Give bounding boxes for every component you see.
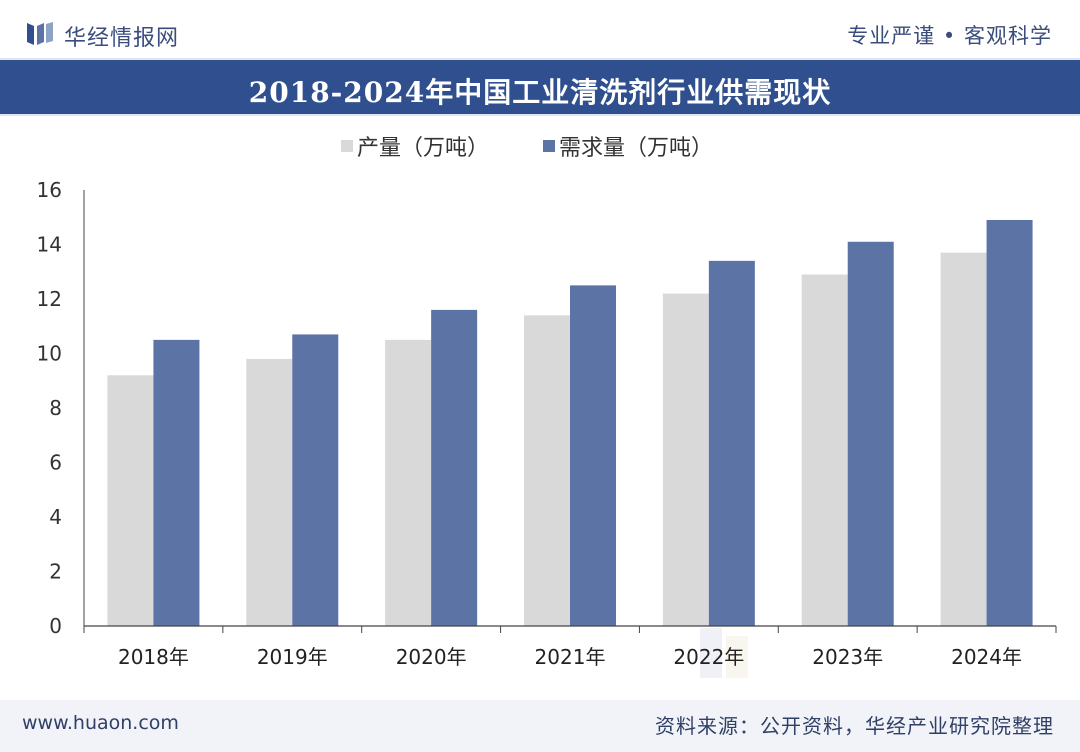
y-tick-label: 8 [49, 396, 62, 420]
demand-bar [708, 260, 755, 626]
huajing-logo-icon [27, 22, 53, 45]
x-tick-label: 2018年 [118, 645, 189, 669]
production-bar [801, 274, 848, 626]
watermark-logo-mark [726, 636, 748, 678]
production-bar [246, 358, 293, 626]
legend-label: 产量（万吨） [357, 136, 489, 161]
y-tick-label: 6 [49, 451, 62, 475]
demand-bar [847, 241, 894, 626]
demand-bar [431, 309, 478, 626]
data-source-note: 资料来源：公开资料，华经产业研究院整理 [655, 714, 1054, 738]
y-tick-label: 14 [37, 233, 62, 257]
demand-bar [986, 219, 1033, 626]
demand-bar [153, 339, 200, 626]
slogan: 专业严谨 • 客观科学 [847, 24, 1052, 48]
production-bar [662, 293, 709, 626]
x-axis: 2018年 2019年 2020年 2021年 2022年 2023年 2024年 [83, 625, 1057, 669]
top-bar: 华经情报网 专业严谨 • 客观科学 [0, 0, 1080, 58]
demand-bar [570, 285, 616, 626]
production-bar [107, 375, 154, 626]
legend-swatch [341, 140, 353, 152]
title-band: 2018-2024年中国工业清洗剂行业供需现状 [0, 58, 1080, 116]
production-bar [940, 252, 987, 627]
footer: www.huaon.com 资料来源：公开资料，华经产业研究院整理 [0, 700, 1080, 752]
x-tick-label: 2022年 [673, 645, 744, 669]
y-tick-label: 4 [49, 505, 62, 529]
chart-title: 2018-2024年中国工业清洗剂行业供需现状 [248, 76, 832, 109]
watermark-logo-mark [700, 628, 722, 678]
y-tick-label: 10 [37, 342, 62, 366]
x-tick-label: 2020年 [396, 645, 467, 669]
demand-bar [292, 334, 339, 626]
y-tick-label: 0 [49, 614, 62, 638]
watermarks [700, 628, 748, 678]
footer-url[interactable]: www.huaon.com [22, 712, 179, 734]
legend-swatch [543, 140, 555, 152]
x-tick-label: 2024年 [951, 645, 1022, 669]
brand-name: 华经情报网 [64, 26, 180, 51]
legend: 产量（万吨） 需求量（万吨） [341, 136, 713, 161]
x-tick-label: 2021年 [535, 645, 606, 669]
production-bar [385, 339, 432, 626]
x-tick-label: 2019年 [257, 645, 328, 669]
bars [107, 219, 1033, 627]
x-tick-label: 2023年 [812, 645, 883, 669]
y-tick-label: 16 [37, 178, 62, 202]
y-axis: 0 2 4 6 8 10 12 14 16 [37, 178, 85, 638]
y-tick-label: 2 [49, 560, 62, 584]
legend-label: 需求量（万吨） [559, 136, 713, 161]
production-bar [524, 315, 570, 626]
y-tick-label: 12 [37, 287, 62, 311]
